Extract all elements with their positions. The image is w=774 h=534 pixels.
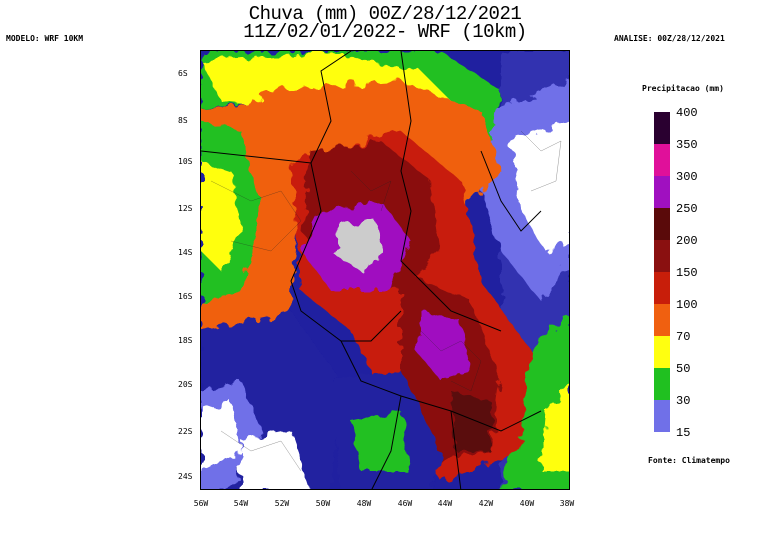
legend-swatch	[654, 272, 670, 304]
lat-label: 10S	[178, 157, 193, 166]
lat-label: 6S	[178, 69, 188, 78]
lon-label: 52W	[274, 499, 290, 508]
legend-colorbar	[654, 112, 670, 432]
legend-swatch	[654, 400, 670, 432]
lon-label: 50W	[315, 499, 331, 508]
lon-label: 46W	[397, 499, 413, 508]
model-label: MODELO: WRF 10KM	[6, 34, 84, 43]
lat-label: 14S	[178, 248, 193, 257]
legend-swatch	[654, 112, 670, 144]
legend-value: 100	[676, 298, 698, 312]
legend-value: 15	[676, 426, 691, 440]
legend-value: 70	[676, 330, 691, 344]
analysis-label: ANALISE: 00Z/28/12/2021	[614, 34, 725, 43]
legend-swatch	[654, 368, 670, 400]
lat-label: 22S	[178, 427, 193, 436]
lat-label: 20S	[178, 380, 193, 389]
lon-label: 56W	[193, 499, 209, 508]
legend-swatch	[654, 208, 670, 240]
legend-value: 350	[676, 138, 698, 152]
legend-value: 300	[676, 170, 698, 184]
source-label: Fonte: Climatempo	[648, 456, 730, 465]
legend-swatch	[654, 336, 670, 368]
legend-value: 250	[676, 202, 698, 216]
legend-title: Precipitacao (mm)	[642, 84, 724, 93]
legend-value: 30	[676, 394, 691, 408]
legend-swatch	[654, 240, 670, 272]
lon-label: 38W	[559, 499, 575, 508]
lat-label: 12S	[178, 204, 193, 213]
legend-swatch	[654, 304, 670, 336]
map-title-line2: 11Z/02/01/2022- WRF (10km)	[243, 21, 527, 43]
lon-label: 48W	[356, 499, 372, 508]
precipitation-map	[200, 50, 570, 490]
lat-label: 24S	[178, 472, 193, 481]
lon-label: 44W	[437, 499, 453, 508]
legend-value: 200	[676, 234, 698, 248]
lat-label: 18S	[178, 336, 193, 345]
map-title-line1: Chuva (mm) 00Z/28/12/2021	[248, 3, 522, 25]
legend-value: 50	[676, 362, 691, 376]
lat-label: 8S	[178, 116, 188, 125]
legend-swatch	[654, 176, 670, 208]
lat-label: 16S	[178, 292, 193, 301]
lon-label: 54W	[233, 499, 249, 508]
lon-label: 42W	[478, 499, 494, 508]
legend-value: 150	[676, 266, 698, 280]
lon-label: 40W	[519, 499, 535, 508]
legend-swatch	[654, 144, 670, 176]
legend-value: 400	[676, 106, 698, 120]
